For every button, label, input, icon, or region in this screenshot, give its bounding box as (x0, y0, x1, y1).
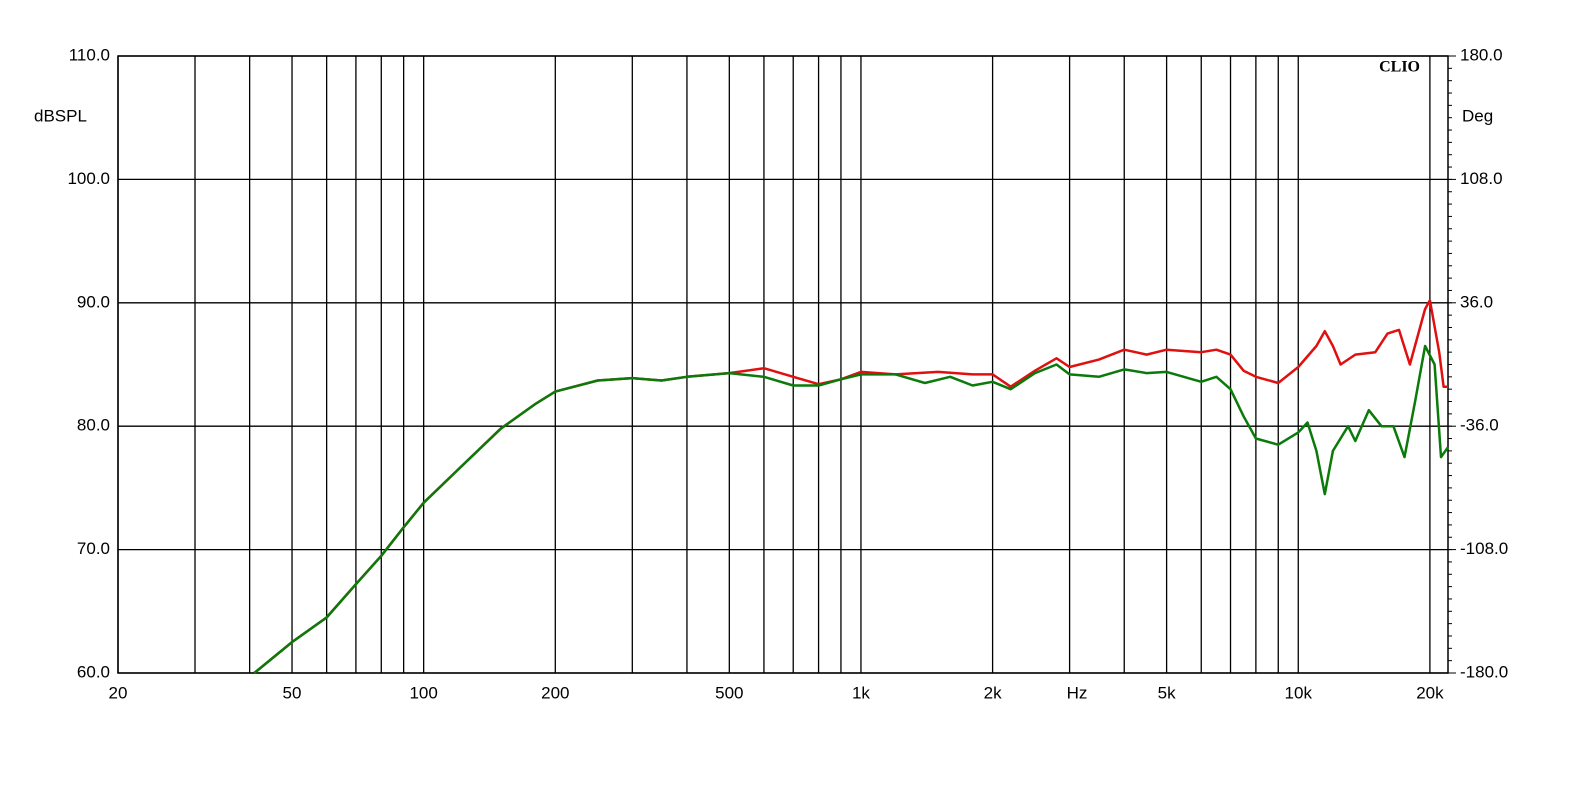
x-tick-label: 1k (852, 683, 870, 702)
x-tick-label: 2k (984, 683, 1002, 702)
y-tick-label: 60.0 (77, 662, 110, 681)
y2-tick-label: 36.0 (1460, 292, 1493, 311)
x-tick-label: 20 (109, 683, 128, 702)
data-line (253, 344, 1450, 674)
y-tick-label: 70.0 (77, 539, 110, 558)
x-tick-label: 500 (715, 683, 743, 702)
y2-tick-label: 180.0 (1460, 45, 1503, 64)
y2-tick-label: -180.0 (1460, 662, 1508, 681)
y2-axis-label: Deg (1462, 106, 1493, 125)
y-tick-label: 90.0 (77, 292, 110, 311)
x-tick-label: 50 (283, 683, 302, 702)
y2-tick-label: -108.0 (1460, 539, 1508, 558)
y-axis-label: dBSPL (34, 106, 87, 125)
data-line (253, 299, 1448, 674)
x-axis-label: Hz (1067, 683, 1088, 702)
x-tick-label: 20k (1416, 683, 1444, 702)
y-tick-label: 100.0 (67, 169, 110, 188)
y2-tick-label: 108.0 (1460, 169, 1503, 188)
x-tick-label: 5k (1158, 683, 1176, 702)
y-tick-label: 80.0 (77, 416, 110, 435)
y2-tick-label: -36.0 (1460, 416, 1499, 435)
x-tick-label: 10k (1285, 683, 1313, 702)
plot-frame (117, 55, 1449, 674)
y-tick-label: 110.0 (69, 45, 110, 64)
x-tick-label: 200 (541, 683, 569, 702)
annotation: CLIO (1379, 59, 1420, 76)
x-tick-label: 100 (409, 683, 437, 702)
